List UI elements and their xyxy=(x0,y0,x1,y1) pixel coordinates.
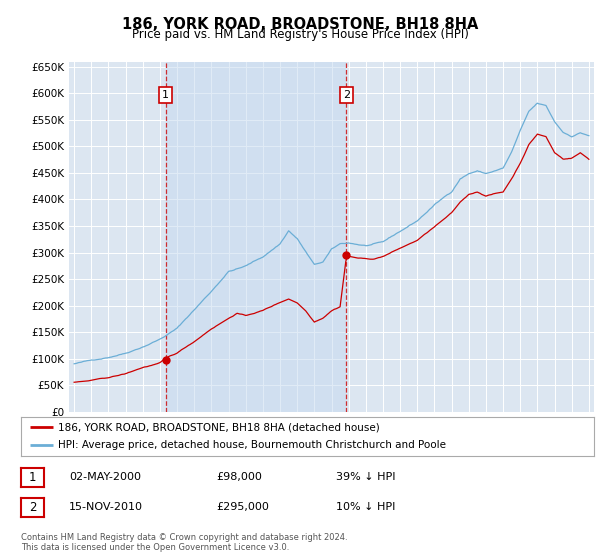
Text: HPI: Average price, detached house, Bournemouth Christchurch and Poole: HPI: Average price, detached house, Bour… xyxy=(58,440,446,450)
Text: 02-MAY-2000: 02-MAY-2000 xyxy=(69,472,141,482)
Text: 39% ↓ HPI: 39% ↓ HPI xyxy=(336,472,395,482)
Text: 2: 2 xyxy=(29,501,36,514)
Text: This data is licensed under the Open Government Licence v3.0.: This data is licensed under the Open Gov… xyxy=(21,543,289,552)
Text: 186, YORK ROAD, BROADSTONE, BH18 8HA: 186, YORK ROAD, BROADSTONE, BH18 8HA xyxy=(122,17,478,32)
Text: 2: 2 xyxy=(343,90,350,100)
Text: 10% ↓ HPI: 10% ↓ HPI xyxy=(336,502,395,512)
Text: 1: 1 xyxy=(162,90,169,100)
Bar xyxy=(166,62,346,412)
Text: 15-NOV-2010: 15-NOV-2010 xyxy=(69,502,143,512)
Text: 1: 1 xyxy=(29,471,36,484)
Text: Price paid vs. HM Land Registry's House Price Index (HPI): Price paid vs. HM Land Registry's House … xyxy=(131,28,469,41)
Text: £295,000: £295,000 xyxy=(216,502,269,512)
Text: £98,000: £98,000 xyxy=(216,472,262,482)
Text: 186, YORK ROAD, BROADSTONE, BH18 8HA (detached house): 186, YORK ROAD, BROADSTONE, BH18 8HA (de… xyxy=(58,422,380,432)
Text: Contains HM Land Registry data © Crown copyright and database right 2024.: Contains HM Land Registry data © Crown c… xyxy=(21,533,347,542)
